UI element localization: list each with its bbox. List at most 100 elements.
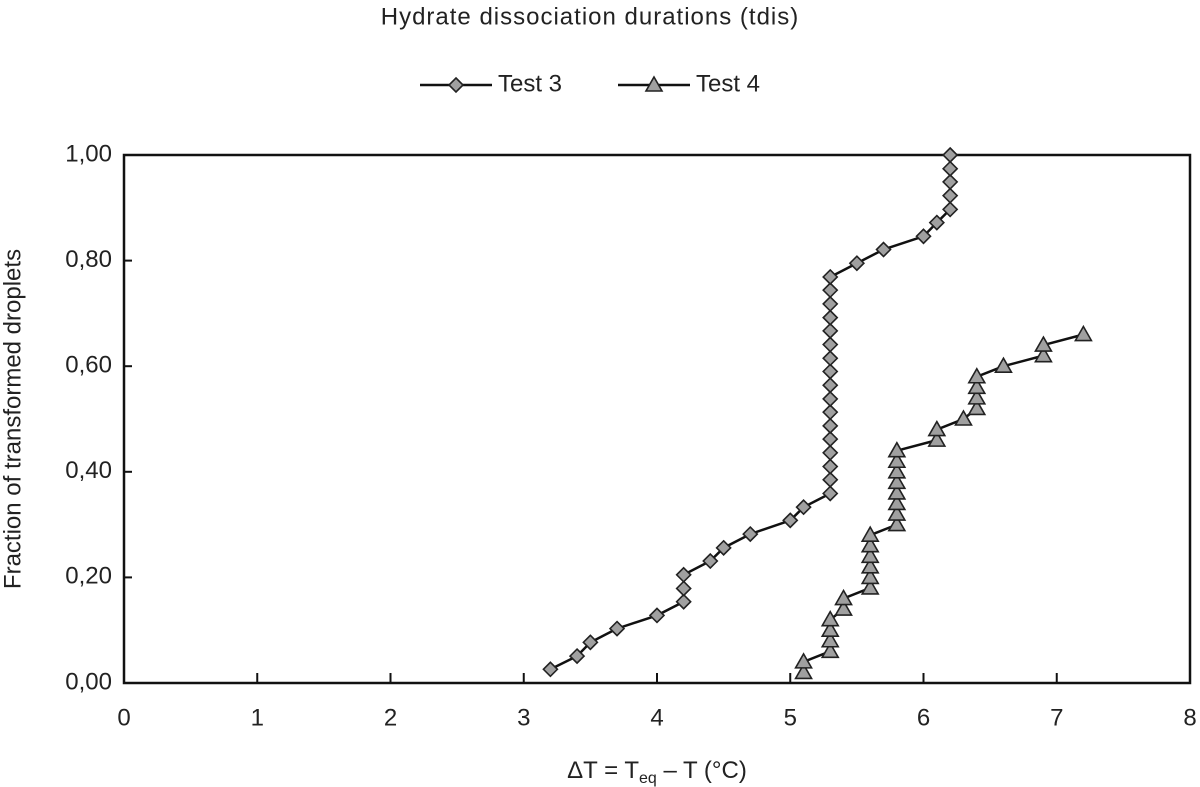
triangle-marker bbox=[887, 483, 907, 500]
x-axis-label: ΔT = Teq – T (°C) bbox=[567, 757, 747, 787]
x-tick-label: 8 bbox=[1183, 704, 1196, 731]
diamond-marker bbox=[822, 295, 839, 313]
triangle-marker bbox=[834, 599, 853, 616]
diamond-marker bbox=[822, 363, 839, 380]
diamond-marker bbox=[942, 173, 959, 191]
diamond-marker bbox=[542, 661, 559, 678]
triangle-marker bbox=[927, 419, 947, 437]
diamond-marker bbox=[822, 268, 839, 286]
diamond-marker bbox=[675, 580, 692, 597]
triangle-marker bbox=[1074, 324, 1093, 342]
triangle-marker bbox=[834, 588, 853, 606]
triangle-marker bbox=[860, 578, 880, 595]
series-line bbox=[549, 155, 952, 671]
legend-marker bbox=[447, 76, 465, 94]
diamond-marker bbox=[822, 377, 839, 394]
triangle-marker bbox=[967, 388, 987, 405]
x-tick-label: 4 bbox=[650, 704, 663, 731]
triangle-marker bbox=[820, 610, 840, 627]
y-axis-label: Fraction of transformed droplets bbox=[0, 249, 26, 589]
triangle-marker bbox=[860, 567, 880, 585]
diamond-marker bbox=[608, 620, 626, 637]
legend-marker bbox=[644, 75, 664, 92]
triangle-marker bbox=[1034, 335, 1053, 352]
diamond-marker bbox=[795, 499, 812, 516]
y-tick-label: 0,80 bbox=[65, 246, 112, 273]
series-line bbox=[802, 333, 1084, 673]
triangle-marker bbox=[887, 441, 907, 458]
diamond-marker bbox=[942, 160, 959, 177]
diamond-marker bbox=[582, 634, 599, 651]
plot-area bbox=[122, 153, 1192, 685]
y-tick-label: 0,20 bbox=[65, 563, 112, 590]
diamond-marker bbox=[822, 404, 839, 421]
triangle-marker bbox=[820, 641, 840, 659]
diamond-marker bbox=[915, 228, 932, 245]
triangle-marker bbox=[887, 472, 907, 490]
triangle-marker bbox=[860, 557, 880, 574]
diamond-marker bbox=[928, 214, 945, 231]
legend-label: Test 3 bbox=[498, 70, 562, 97]
diamond-marker bbox=[742, 525, 759, 543]
diamond-marker bbox=[822, 350, 839, 367]
diamond-marker bbox=[942, 187, 959, 204]
triangle-marker bbox=[967, 377, 987, 395]
triangle-marker bbox=[820, 631, 840, 648]
diamond-marker bbox=[822, 309, 839, 326]
triangle-marker bbox=[994, 356, 1013, 373]
diamond-marker bbox=[675, 566, 692, 583]
y-tick-label: 0,40 bbox=[65, 457, 112, 484]
diamond-marker bbox=[715, 539, 732, 556]
triangle-marker bbox=[820, 620, 840, 637]
diamond-marker bbox=[648, 607, 666, 624]
diamond-marker bbox=[942, 201, 959, 218]
triangle-marker bbox=[887, 462, 907, 479]
triangle-marker bbox=[860, 536, 880, 553]
x-tick-label: 2 bbox=[384, 704, 397, 731]
y-tick-label: 0,00 bbox=[65, 668, 112, 695]
triangle-marker bbox=[1034, 346, 1053, 363]
triangle-marker bbox=[860, 525, 880, 542]
triangle-marker bbox=[967, 367, 987, 384]
diamond-marker bbox=[822, 390, 839, 408]
diamond-marker bbox=[822, 444, 839, 461]
x-tick-label: 0 bbox=[117, 704, 130, 731]
diamond-marker bbox=[822, 417, 839, 434]
triangle-marker bbox=[967, 398, 987, 416]
triangle-marker bbox=[887, 504, 907, 521]
diamond-marker bbox=[822, 458, 839, 475]
triangle-marker bbox=[887, 493, 907, 511]
x-tick-label: 7 bbox=[1050, 704, 1063, 731]
x-axis-label-part: – T (°C) bbox=[657, 757, 747, 784]
diamond-marker bbox=[822, 282, 839, 299]
triangle-marker bbox=[954, 409, 973, 426]
x-tick-label: 3 bbox=[517, 704, 530, 731]
y-tick-label: 1,00 bbox=[65, 140, 112, 167]
y-tick-label: 0,60 bbox=[65, 352, 112, 379]
x-tick-label: 5 bbox=[784, 704, 797, 731]
triangle-marker bbox=[887, 451, 907, 469]
diamond-marker bbox=[822, 430, 839, 448]
x-axis-label-subscript: eq bbox=[639, 770, 657, 787]
triangle-marker bbox=[860, 546, 880, 564]
diamond-marker bbox=[848, 255, 866, 272]
triangle-marker bbox=[927, 430, 947, 447]
chart-title: Hydrate dissociation durations (tdis) bbox=[381, 3, 800, 30]
diamond-marker bbox=[702, 552, 719, 570]
diamond-marker bbox=[675, 593, 692, 610]
diamond-marker bbox=[875, 241, 892, 258]
diamond-marker bbox=[822, 485, 839, 502]
diamond-marker bbox=[782, 512, 799, 529]
x-axis-label-part: ΔT = T bbox=[567, 757, 639, 784]
diamond-marker bbox=[822, 336, 839, 353]
triangle-marker bbox=[794, 652, 813, 669]
x-tick-label: 1 bbox=[251, 704, 264, 731]
diamond-marker bbox=[568, 647, 586, 665]
diamond-marker bbox=[822, 322, 839, 339]
triangle-marker bbox=[794, 662, 813, 680]
x-tick-label: 6 bbox=[917, 704, 930, 731]
diamond-marker bbox=[942, 146, 959, 164]
triangle-marker bbox=[887, 514, 907, 532]
diamond-marker bbox=[822, 471, 839, 488]
